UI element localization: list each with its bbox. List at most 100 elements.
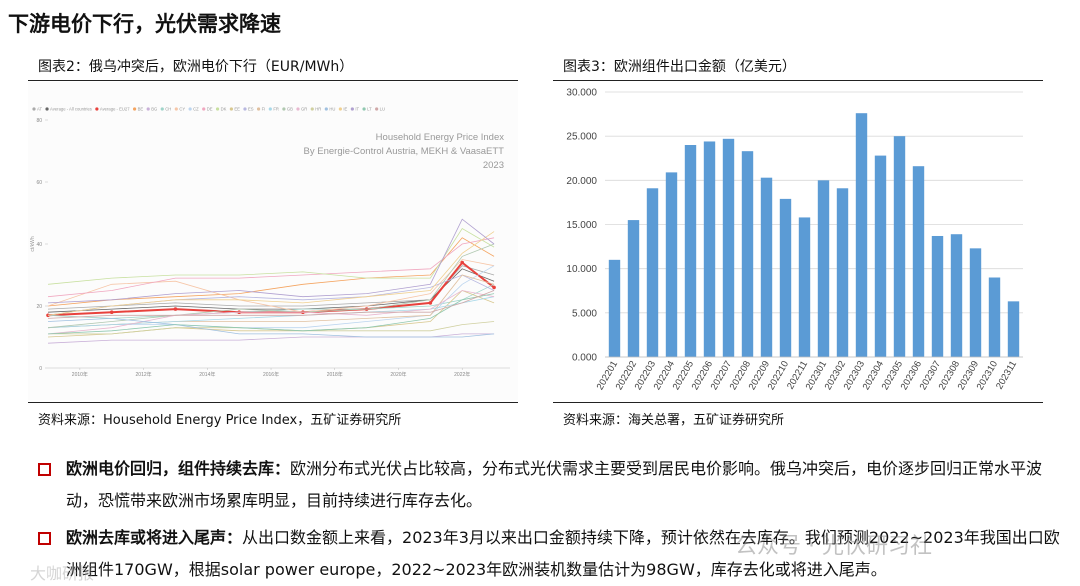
- bar: [627, 220, 640, 357]
- watermark: 大咖研报: [30, 564, 95, 583]
- series-line: [47, 237, 495, 298]
- caption: 图表2：俄乌冲突后，欧洲电价下行（EUR/MWh）: [38, 59, 354, 75]
- legend-label: DK: [221, 107, 227, 112]
- legend-label: LT: [367, 107, 372, 112]
- annotation: Household Energy Price Index: [376, 132, 505, 143]
- bar: [912, 166, 925, 357]
- bullet: 欧洲去库或将进入尾声：从出口数金额上来看，2023年3月以来出口金额持续下降，预…: [38, 522, 1061, 586]
- legend-swatch: [188, 107, 192, 111]
- legend-swatch: [350, 107, 354, 111]
- legend-swatch: [174, 107, 178, 111]
- legend-label: EE: [234, 107, 240, 112]
- y-tick-label: 80: [36, 118, 42, 124]
- point: [492, 285, 496, 290]
- bar: [703, 141, 716, 357]
- legend-label: FI: [262, 107, 266, 112]
- legend-label: GR: [301, 107, 307, 112]
- bar: [779, 198, 792, 357]
- bar: [950, 234, 963, 357]
- x-tick-label: 2014年: [199, 371, 215, 378]
- caption: 图表3：欧洲组件出口金额（亿美元）: [563, 59, 796, 75]
- y-tick-label: 60: [36, 180, 42, 186]
- source: 资料来源：海关总署，五矿证券研究所: [563, 413, 785, 428]
- legend-label: GB: [287, 107, 293, 112]
- page-title: 下游电价下行，光伏需求降速: [8, 12, 281, 36]
- y-tick-label: 20: [36, 304, 42, 310]
- legend-swatch: [324, 107, 328, 111]
- y-tick-label: 25.000: [566, 132, 597, 143]
- y-tick-label: 15.000: [566, 220, 597, 231]
- x-tick-label: 2020年: [390, 371, 406, 378]
- point: [460, 260, 465, 265]
- legend-label: DE: [207, 107, 213, 112]
- bullet: 欧洲电价回归，组件持续去库：欧洲分布式光伏占比较高，分布式光伏需求主要受到居民电…: [38, 453, 1061, 517]
- legend-swatch: [282, 107, 286, 111]
- legend-label: CH: [165, 107, 171, 112]
- legend-label: BE: [138, 107, 144, 112]
- bullet-text: 欧洲分布式光伏占比较高，分布式光伏需求主要受到居民电价影响。俄乌冲突后，电价逐步…: [66, 459, 1043, 510]
- series-line: [47, 290, 495, 319]
- legend-swatch: [256, 107, 261, 111]
- legend-label: LU: [380, 107, 385, 112]
- rule: [28, 402, 518, 403]
- bar: [798, 217, 811, 357]
- legend-label: Average - EU27: [100, 107, 130, 112]
- legend-label: AT: [37, 107, 42, 112]
- bullet-text: 从出口数金额上来看，2023年3月以来出口金额持续下降，预计依然在去库存。我们预…: [66, 528, 1060, 579]
- series-line: [47, 265, 495, 329]
- legend-label: CZ: [193, 107, 199, 112]
- point: [173, 307, 178, 311]
- series-line: [47, 231, 495, 316]
- x-tick-label: 2022年: [454, 371, 470, 378]
- y-tick-label: 20.000: [566, 176, 597, 187]
- bar: [855, 113, 868, 357]
- left-chart: 0 20 40 60 80 ct/kWh 2010年 2012年 2014年 2016年 2018年…: [28, 82, 518, 400]
- legend-swatch: [375, 107, 379, 111]
- y-tick-label: 0.000: [572, 353, 597, 364]
- series-line: [47, 317, 495, 338]
- y-axis-label: ct/kWh: [30, 236, 36, 251]
- rule: [553, 402, 1043, 403]
- legend-swatch: [146, 107, 150, 111]
- bar: [646, 188, 659, 357]
- legend-label: IT: [355, 107, 359, 112]
- legend-swatch: [32, 107, 36, 111]
- legend-swatch: [362, 107, 366, 111]
- bar: [893, 136, 906, 357]
- legend-swatch: [202, 107, 206, 111]
- rule: [28, 80, 518, 81]
- legend-swatch: [296, 107, 300, 111]
- legend-swatch: [268, 107, 272, 111]
- bar: [931, 235, 944, 357]
- series-line: [47, 333, 495, 344]
- plot-bg: [28, 82, 518, 400]
- legend-label: HR: [315, 107, 321, 112]
- source: 资料来源：Household Energy Price Index，五矿证券研究…: [38, 413, 402, 428]
- bar: [969, 248, 982, 357]
- legend-label: IE: [343, 107, 347, 112]
- bar: [608, 259, 621, 357]
- y-tick-label: 30.000: [566, 88, 597, 99]
- annotation: By Energie-Control Austria, MEKH & Vaasa…: [304, 146, 505, 157]
- series-line: [47, 227, 495, 285]
- bar: [1007, 301, 1020, 357]
- series-line: [47, 290, 495, 335]
- bar: [722, 138, 735, 357]
- bar: [874, 155, 887, 357]
- bar: [665, 172, 678, 357]
- bar: [817, 180, 830, 357]
- legend-label: HU: [329, 107, 335, 112]
- legend-label: FR: [273, 107, 279, 112]
- legend-label: ES: [248, 107, 254, 112]
- bullet-lead: 欧洲去库或将进入尾声：: [66, 528, 243, 547]
- series-line: [47, 283, 495, 319]
- bullet-lead: 欧洲电价回归，组件持续去库：: [66, 459, 291, 478]
- legend-swatch: [132, 107, 137, 111]
- bar: [684, 145, 697, 357]
- point: [428, 301, 433, 305]
- right-chart: 0.000 5.000 10.000 15.000 20.000 25.000 30.000…: [566, 88, 1023, 392]
- legend-label: Average - All countries: [50, 107, 92, 112]
- legend-swatch: [338, 107, 342, 111]
- series-line: [47, 218, 495, 304]
